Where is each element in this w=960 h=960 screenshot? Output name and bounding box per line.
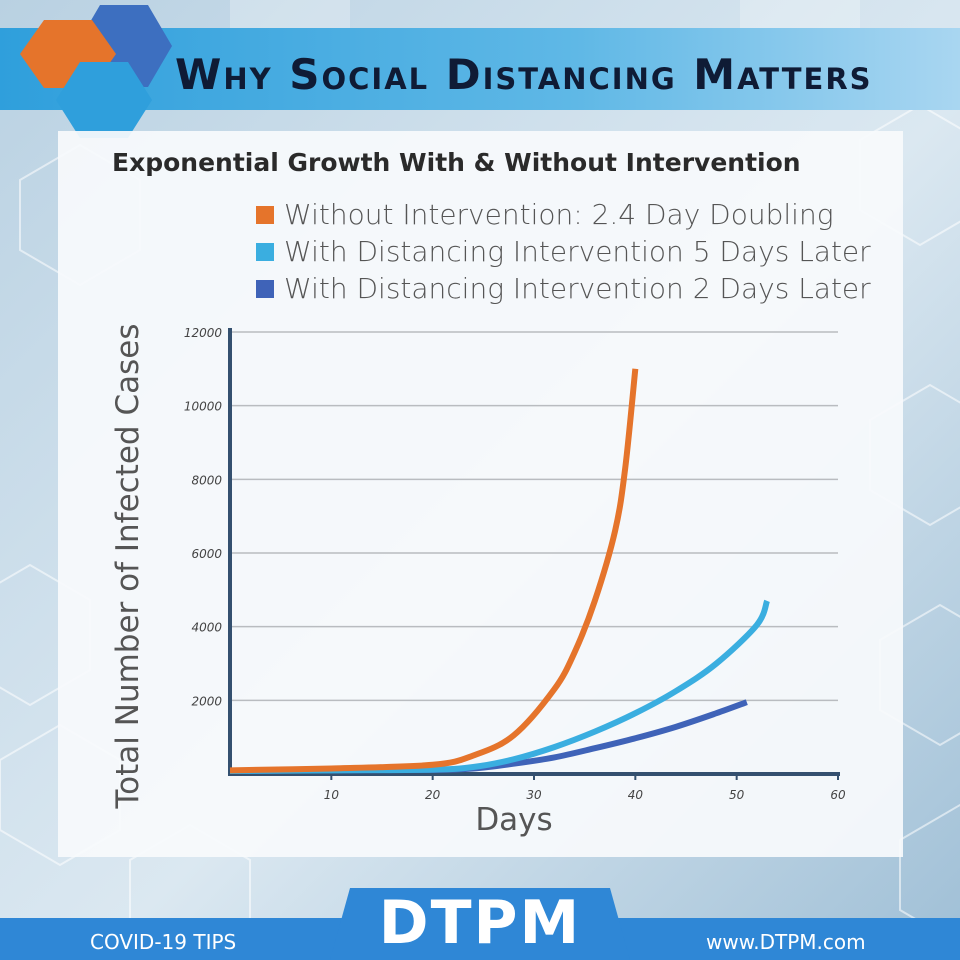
brand-logo-text: DTPM — [378, 888, 582, 958]
legend-item-distancing-2-days: With Distancing Intervention 2 Days Late… — [256, 270, 871, 307]
x-tick-label: 50 — [729, 788, 745, 802]
x-tick-label: 20 — [425, 788, 441, 802]
y-tick-label: 10000 — [184, 400, 223, 414]
y-tick-label: 12000 — [184, 326, 223, 340]
y-tick-label: 2000 — [191, 694, 222, 708]
legend-label: With Distancing Intervention 5 Days Late… — [284, 235, 871, 268]
x-tick-label: 30 — [526, 788, 542, 802]
page-title: Why Social Distancing Matters — [175, 50, 873, 99]
x-tick-label: 40 — [628, 788, 644, 802]
hexagon-logo-icon — [20, 5, 172, 138]
y-axis-title: Total Number of Infected Cases — [110, 324, 146, 810]
y-tick-label: 6000 — [191, 547, 222, 561]
x-tick-label: 60 — [830, 788, 846, 802]
chart-panel — [58, 131, 903, 857]
x-axis-title: Days — [475, 802, 552, 838]
chart-legend: Without Intervention: 2.4 Day Doubling W… — [256, 196, 871, 307]
chart-title: Exponential Growth With & Without Interv… — [112, 148, 801, 177]
legend-item-without-intervention: Without Intervention: 2.4 Day Doubling — [256, 196, 871, 233]
legend-swatch — [256, 205, 274, 224]
legend-item-distancing-5-days: With Distancing Intervention 5 Days Late… — [256, 233, 871, 270]
footer-tagline: COVID-19 TIPS — [90, 930, 237, 954]
legend-swatch — [256, 279, 274, 298]
x-tick-label: 10 — [324, 788, 340, 802]
legend-label: Without Intervention: 2.4 Day Doubling — [284, 198, 834, 231]
y-tick-label: 4000 — [191, 621, 222, 635]
footer-website-link[interactable]: www.DTPM.com — [706, 930, 866, 954]
legend-label: With Distancing Intervention 2 Days Late… — [284, 272, 871, 305]
series-line-0 — [229, 368, 639, 774]
legend-swatch — [256, 242, 274, 261]
y-tick-label: 8000 — [191, 473, 222, 487]
